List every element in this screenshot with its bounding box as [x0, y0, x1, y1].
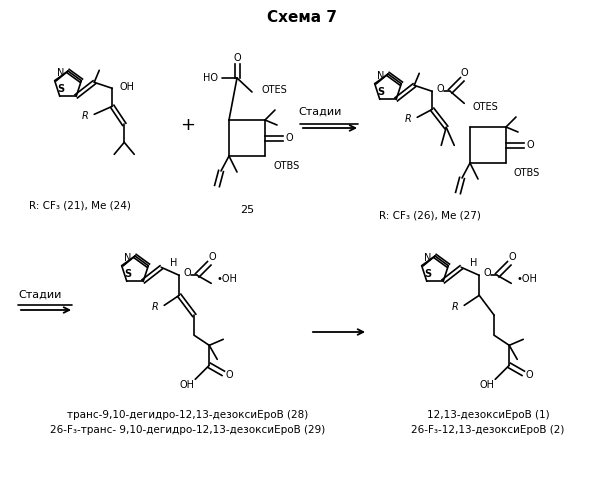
Text: S: S: [57, 84, 65, 94]
Text: OTES: OTES: [472, 102, 498, 113]
Text: +: +: [181, 116, 196, 134]
Text: N: N: [425, 253, 432, 263]
Text: O: O: [525, 370, 533, 380]
Text: R: R: [82, 112, 89, 122]
Text: OTES: OTES: [262, 85, 288, 95]
Text: •OH: •OH: [216, 274, 237, 284]
Text: S: S: [124, 270, 131, 280]
Text: N: N: [57, 68, 65, 78]
Text: Стадии: Стадии: [298, 107, 342, 117]
Text: N: N: [378, 71, 385, 81]
Text: OH: OH: [180, 380, 194, 390]
Text: R: R: [405, 114, 411, 124]
Text: R: CF₃ (26), Me (27): R: CF₃ (26), Me (27): [379, 210, 481, 220]
Text: O: O: [285, 133, 293, 143]
Text: O: O: [208, 252, 216, 262]
Text: S: S: [378, 88, 384, 98]
Text: 26-F₃-транс- 9,10-дегидро-12,13-дезоксиЕроВ (29): 26-F₃-транс- 9,10-дегидро-12,13-дезоксиЕ…: [50, 425, 326, 435]
Text: OTBS: OTBS: [514, 168, 540, 178]
Text: O: O: [526, 140, 534, 150]
Text: 26-F₃-12,13-дезоксиЕроВ (2): 26-F₃-12,13-дезоксиЕроВ (2): [411, 425, 565, 435]
Text: H: H: [469, 258, 477, 268]
Text: HO: HO: [202, 73, 217, 83]
Text: O: O: [509, 252, 516, 262]
Text: •OH: •OH: [516, 274, 537, 284]
Text: 12,13-дезоксиЕроВ (1): 12,13-дезоксиЕроВ (1): [426, 410, 549, 420]
Text: H: H: [170, 258, 177, 268]
Text: S: S: [424, 270, 431, 280]
Text: O: O: [437, 84, 444, 94]
Text: O: O: [483, 268, 491, 278]
Text: OH: OH: [120, 82, 135, 92]
Text: O: O: [460, 68, 468, 78]
Text: N: N: [124, 253, 132, 263]
Text: транс-9,10-дегидро-12,13-дезоксиЕроВ (28): транс-9,10-дегидро-12,13-дезоксиЕроВ (28…: [68, 410, 309, 420]
Text: O: O: [184, 268, 191, 278]
Text: 25: 25: [240, 205, 254, 215]
Text: O: O: [225, 370, 233, 380]
Text: OTBS: OTBS: [273, 161, 299, 171]
Text: Схема 7: Схема 7: [267, 10, 337, 26]
Text: R: R: [152, 302, 159, 312]
Text: R: R: [452, 302, 458, 312]
Text: Стадии: Стадии: [18, 290, 62, 300]
Text: R: CF₃ (21), Me (24): R: CF₃ (21), Me (24): [29, 200, 131, 210]
Text: OH: OH: [480, 380, 495, 390]
Text: O: O: [233, 53, 241, 63]
